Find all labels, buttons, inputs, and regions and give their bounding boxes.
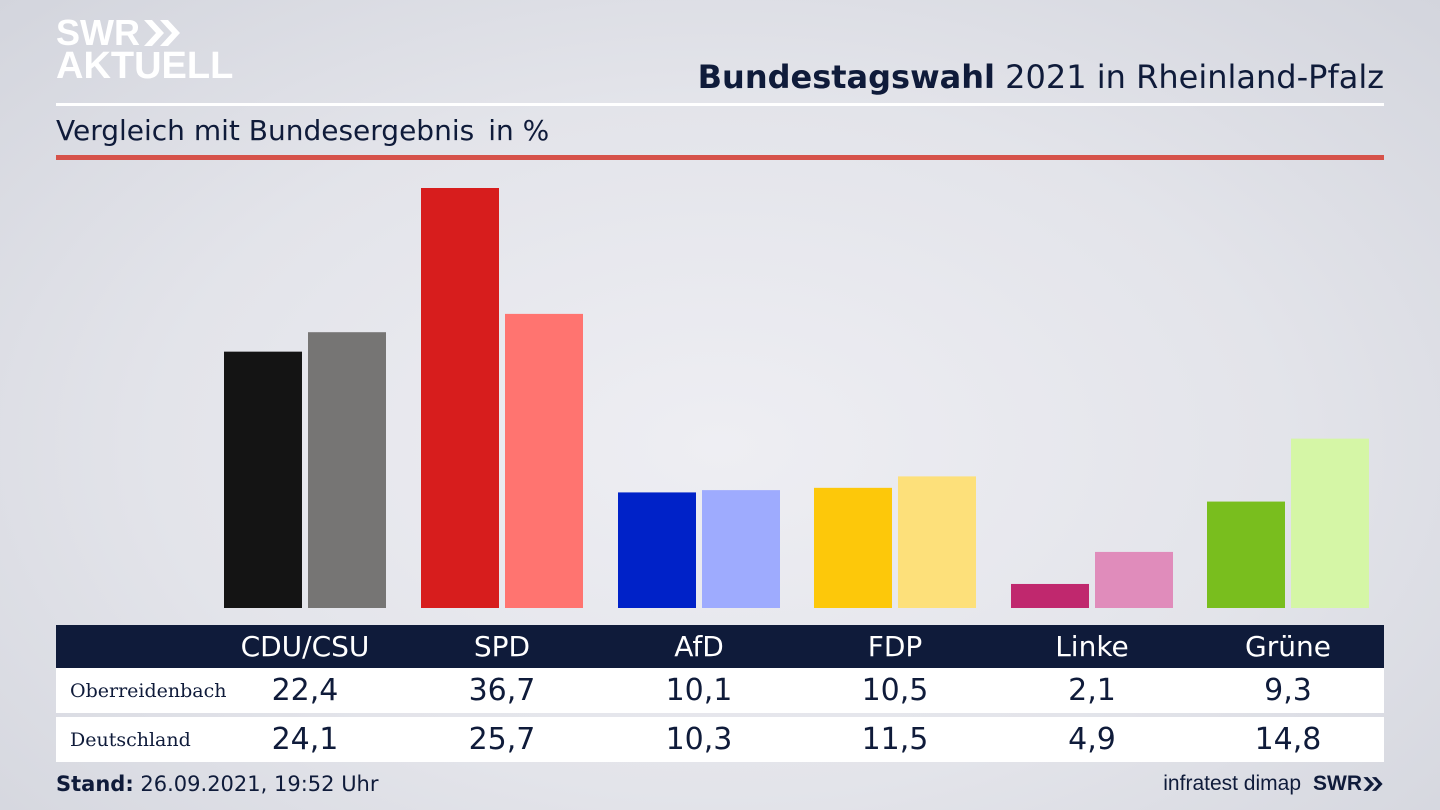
table-cell: 11,5 xyxy=(861,722,929,757)
table-header-row: CDU/CSU SPD AfD FDP Linke Grüne xyxy=(56,625,1384,668)
table-cell: 24,1 xyxy=(271,722,339,757)
bar-chart xyxy=(224,188,1369,608)
logo-swr-text: SWR xyxy=(56,12,140,53)
results-table: CDU/CSU SPD AfD FDP Linke Grüne Oberreidenbac… xyxy=(56,625,1384,762)
footer-swr-logo: SWR xyxy=(1313,772,1384,796)
row-label: Deutschland xyxy=(70,728,191,751)
logo-aktuell-text: AKTUELL xyxy=(56,45,234,88)
table-row: Deutschland 24,1 25,7 10,3 11,5 4,9 14,8 xyxy=(56,717,1384,762)
table-cell: 2,1 xyxy=(1068,673,1116,708)
row-label: Oberreidenbach xyxy=(70,679,227,702)
bar-deutschland-3 xyxy=(898,476,976,608)
source-text: infratest dimap xyxy=(1163,772,1301,795)
bar-deutschland-4 xyxy=(1095,551,1173,608)
double-chevron-icon xyxy=(1363,777,1383,791)
bar-deutschland-0 xyxy=(308,332,386,608)
table-cell: 10,5 xyxy=(861,673,929,708)
bar-deutschland-1 xyxy=(505,313,583,608)
table-cell: 10,1 xyxy=(665,673,733,708)
table-cell: 4,9 xyxy=(1068,722,1116,757)
subtitle-text: Vergleich mit Bundesergebnis xyxy=(56,114,475,147)
stand-value: 26.09.2021, 19:52 Uhr xyxy=(140,772,379,796)
column-header: FDP xyxy=(867,630,923,663)
chart-subtitle: Vergleich mit Bundesergebnis in % xyxy=(56,114,549,147)
column-header: CDU/CSU xyxy=(240,630,370,663)
accent-divider xyxy=(56,155,1384,160)
swr-aktuell-logo: SWR AKTUELL xyxy=(56,12,234,88)
bar-deutschland-5 xyxy=(1291,438,1369,608)
column-header: SPD xyxy=(473,630,531,663)
table-row: Oberreidenbach 22,4 36,7 10,1 10,5 2,1 9,3 xyxy=(56,668,1384,713)
bar-oberreidenbach-2 xyxy=(618,492,696,608)
double-chevron-icon xyxy=(144,19,180,46)
table-cell: 22,4 xyxy=(271,673,339,708)
column-header: AfD xyxy=(674,630,724,663)
bar-oberreidenbach-4 xyxy=(1011,583,1089,608)
source-credit: infratest dimap SWR xyxy=(1163,772,1384,796)
table-cell: 9,3 xyxy=(1264,673,1312,708)
bar-oberreidenbach-3 xyxy=(814,487,892,608)
table-cell: 25,7 xyxy=(468,722,536,757)
unit-label: in % xyxy=(488,114,550,147)
bar-deutschland-2 xyxy=(702,490,780,608)
stand-label: Stand: xyxy=(56,772,134,796)
bar-oberreidenbach-1 xyxy=(421,188,499,608)
table-cell: 14,8 xyxy=(1254,722,1322,757)
bar-oberreidenbach-0 xyxy=(224,351,302,608)
header-divider xyxy=(56,103,1384,106)
timestamp: Stand: 26.09.2021, 19:52 Uhr xyxy=(56,772,379,796)
table-cell: 36,7 xyxy=(468,673,536,708)
footer-logo-text: SWR xyxy=(1313,772,1362,795)
bar-oberreidenbach-5 xyxy=(1207,501,1285,608)
column-header: Grüne xyxy=(1245,630,1331,663)
chart-title: Bundestagswahl 2021 in Rheinland-Pfalz xyxy=(698,58,1384,96)
chart-title-bold: Bundestagswahl xyxy=(697,58,995,96)
column-header: Linke xyxy=(1055,630,1129,663)
table-cell: 10,3 xyxy=(665,722,733,757)
chart-title-rest: 2021 in Rheinland-Pfalz xyxy=(1005,58,1384,96)
